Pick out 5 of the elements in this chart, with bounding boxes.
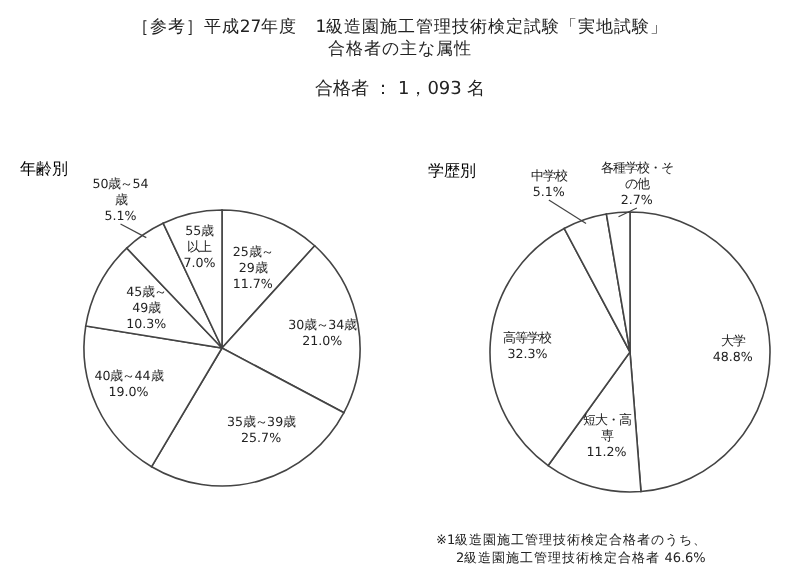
chart-title: 年齢別 [20, 160, 68, 178]
text: 合格者の主な属性 [328, 38, 472, 60]
text: 合格者 ： 1，093 名 [314, 78, 486, 100]
chart-title: 学歴別 [428, 162, 476, 180]
text: ［参考］平成27年度 1級造園施工管理技術検定試験「実地試験」 [131, 16, 669, 38]
